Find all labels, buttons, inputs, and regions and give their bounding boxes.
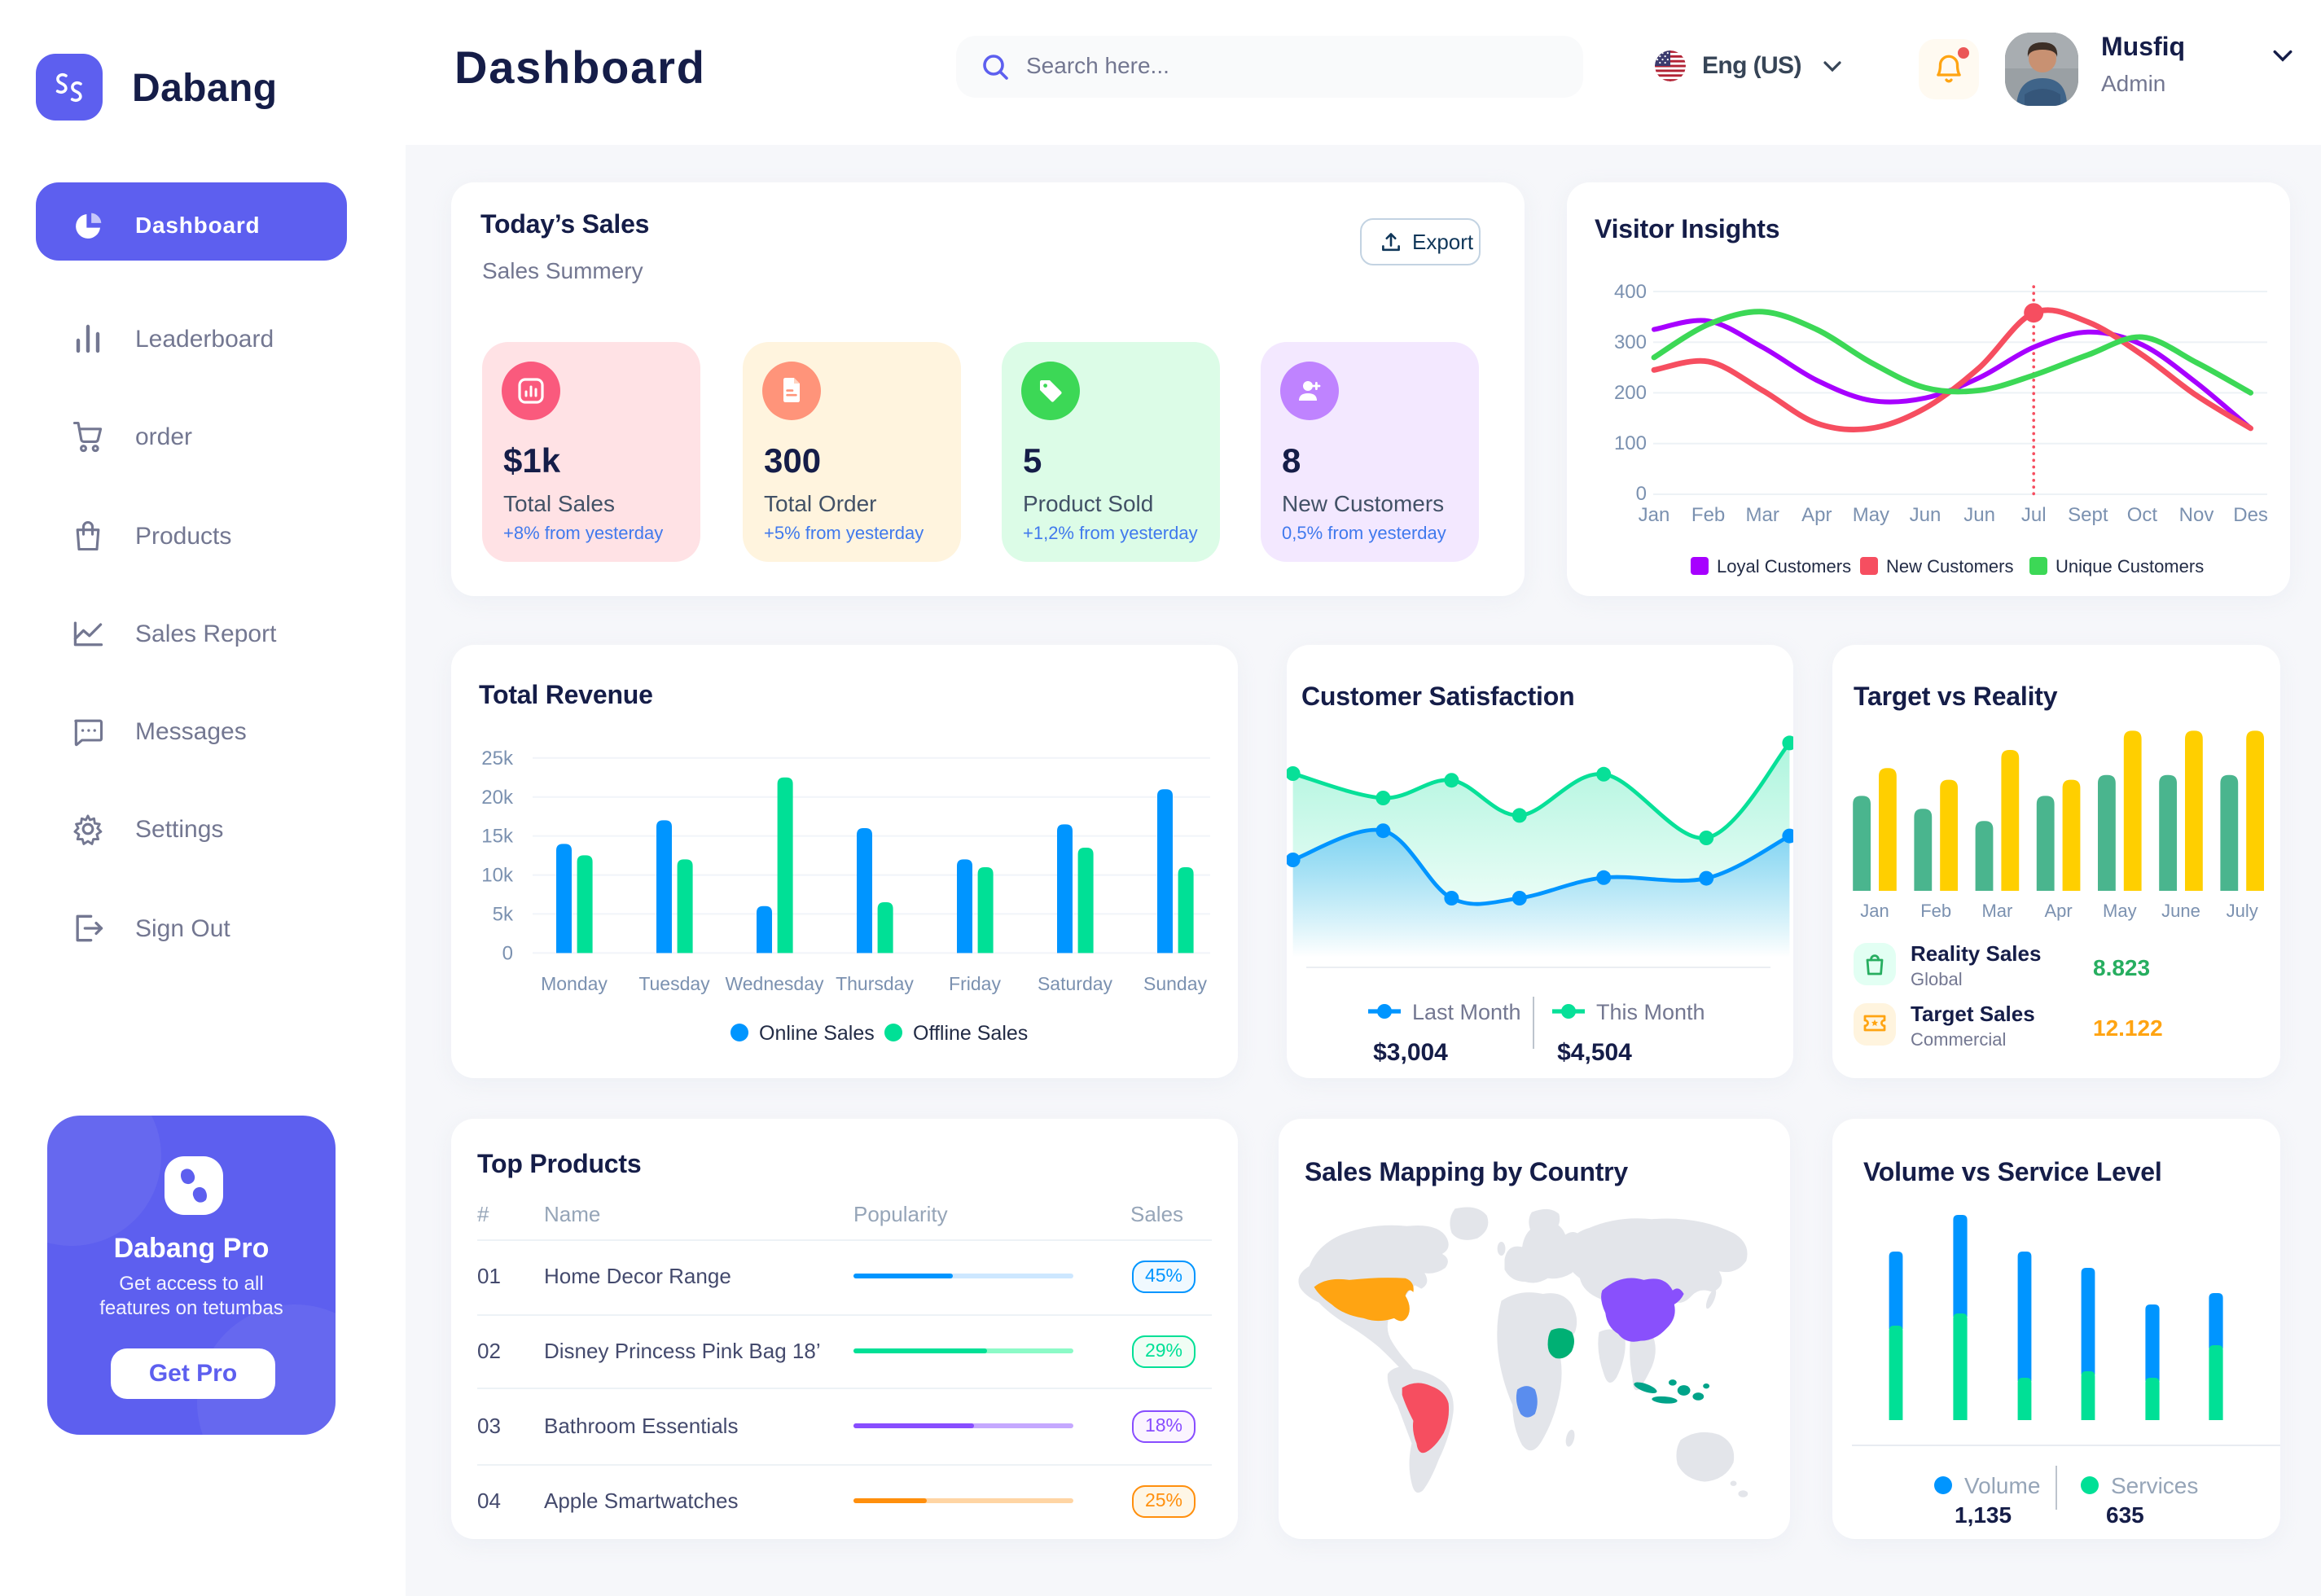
svg-text:25k: 25k [481,748,514,770]
svg-text:Oct: Oct [2127,504,2158,526]
svg-text:200: 200 [1614,382,1647,404]
svg-text:Last Month: Last Month [1412,1000,1521,1024]
svg-text:Mar: Mar [1746,504,1779,526]
svg-text:Unique Customers: Unique Customers [2056,556,2204,577]
svg-text:Jun: Jun [1963,504,1995,526]
svg-text:Friday: Friday [949,973,1001,994]
svg-text:Loyal Customers: Loyal Customers [1717,556,1851,577]
svg-text:Saturday: Saturday [1038,973,1113,994]
svg-text:Sunday: Sunday [1143,973,1208,994]
svg-text:May: May [2103,901,2137,921]
svg-text:Volume: Volume [1964,1473,2040,1498]
svg-text:Nov: Nov [2179,504,2214,526]
svg-text:100: 100 [1614,432,1647,454]
svg-text:400: 400 [1614,281,1647,303]
svg-text:635: 635 [2106,1502,2144,1528]
svg-text:20k: 20k [481,787,514,809]
svg-text:Services: Services [2111,1473,2198,1498]
svg-text:Feb: Feb [1691,504,1725,526]
svg-text:Thursday: Thursday [836,973,914,994]
svg-text:Jun: Jun [1910,504,1941,526]
svg-text:Des: Des [2233,504,2268,526]
svg-text:June: June [2161,901,2200,921]
svg-text:Offline Sales: Offline Sales [913,1022,1028,1045]
svg-text:Mar: Mar [1981,901,2012,921]
svg-text:Online Sales: Online Sales [759,1022,875,1045]
svg-text:Sept: Sept [2068,504,2108,526]
svg-text:Tuesday: Tuesday [638,973,710,994]
svg-text:Jan: Jan [1860,901,1889,921]
svg-text:10k: 10k [481,865,514,887]
svg-text:5k: 5k [493,903,514,925]
svg-text:1,135: 1,135 [1955,1502,2012,1528]
svg-text:May: May [1853,504,1889,526]
svg-text:0: 0 [1636,483,1647,505]
svg-text:Jan: Jan [1639,504,1670,526]
svg-text:Jul: Jul [2021,504,2047,526]
svg-text:Wednesday: Wednesday [725,973,824,994]
svg-text:July: July [2227,901,2258,921]
svg-text:$4,504: $4,504 [1557,1039,1632,1066]
svg-text:Apr: Apr [1801,504,1832,526]
svg-text:15k: 15k [481,826,514,848]
svg-text:New Customers: New Customers [1886,556,2013,577]
svg-text:This Month: This Month [1596,1000,1705,1024]
svg-text:Apr: Apr [2044,901,2072,921]
svg-text:Monday: Monday [541,973,608,994]
svg-text:$3,004: $3,004 [1373,1039,1448,1066]
svg-text:0: 0 [502,942,513,964]
svg-text:300: 300 [1614,331,1647,353]
svg-text:Feb: Feb [1920,901,1951,921]
